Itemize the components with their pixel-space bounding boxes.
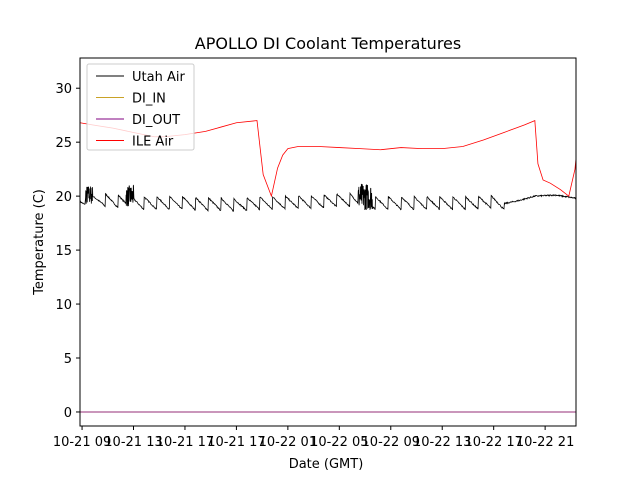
- y-tick-label: 30: [55, 82, 72, 97]
- y-tick-label: 15: [55, 244, 72, 259]
- y-tick-label: 5: [64, 352, 72, 367]
- legend-box: [86, 63, 195, 151]
- x-tick-label: 10-21 13: [104, 435, 162, 450]
- y-tick-label: 20: [55, 190, 72, 205]
- x-tick-label: 10-21 17: [207, 435, 265, 450]
- legend-label: Utah Air: [132, 70, 185, 85]
- series-line-utah-air: [80, 183, 576, 212]
- x-tick-label: 10-22 13: [413, 435, 471, 450]
- x-tick-label: 10-21 09: [53, 435, 111, 450]
- y-tick-label: 0: [64, 406, 72, 421]
- x-tick-label: 10-22 05: [310, 435, 368, 450]
- legend-label: DI_IN: [132, 92, 166, 107]
- y-tick-label: 10: [55, 298, 72, 313]
- y-tick-label: 25: [55, 136, 72, 151]
- x-tick-label: 10-21 17: [156, 435, 214, 450]
- legend-label: ILE Air: [132, 135, 174, 150]
- x-tick-label: 10-22 09: [362, 435, 420, 450]
- axes-frame: [79, 57, 577, 427]
- chart-title: APOLLO DI Coolant Temperatures: [195, 34, 461, 53]
- legend: Utah Air DI_IN DI_OUT ILE Air: [86, 63, 195, 151]
- x-tick-label: 10-22 17: [464, 435, 522, 450]
- legend-label: DI_OUT: [132, 113, 180, 128]
- y-axis-label: Temperature (C): [32, 189, 47, 296]
- x-tick-label: 10-22 01: [259, 435, 317, 450]
- y-axis: 0 5 10 15 20 25 30: [55, 82, 80, 421]
- x-tick-label: 10-22 21: [516, 435, 574, 450]
- x-axis-label: Date (GMT): [289, 457, 364, 472]
